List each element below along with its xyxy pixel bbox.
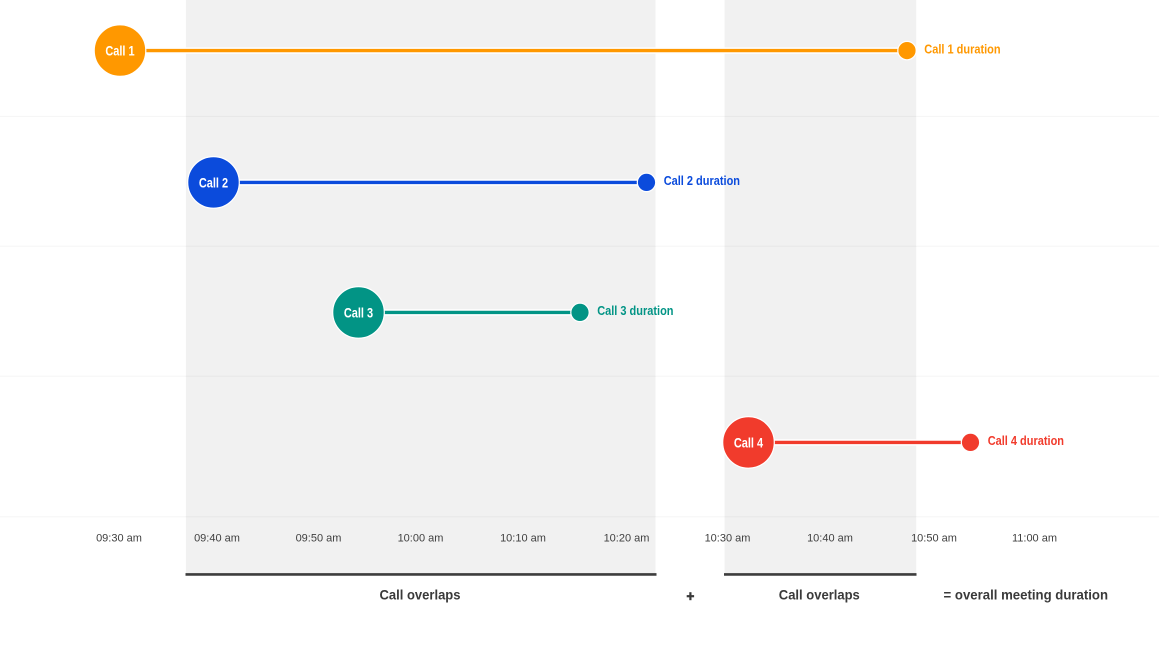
svg-text:Call 3: Call 3 (344, 305, 374, 320)
svg-text:10:10 am: 10:10 am (500, 533, 546, 545)
svg-text:Call 2: Call 2 (199, 175, 228, 190)
svg-text:09:40 am: 09:40 am (194, 533, 240, 545)
svg-text:10:40 am: 10:40 am (807, 533, 853, 545)
svg-text:Call 4: Call 4 (734, 435, 764, 450)
svg-text:09:30 am: 09:30 am (96, 533, 142, 545)
svg-text:10:30 am: 10:30 am (705, 533, 751, 545)
svg-text:10:00 am: 10:00 am (398, 533, 444, 545)
svg-text:10:20 am: 10:20 am (604, 533, 650, 545)
svg-text:Call 2 duration: Call 2 duration (664, 173, 740, 188)
svg-text:Call overlaps: Call overlaps (380, 588, 461, 603)
svg-text:Call 3 duration: Call 3 duration (597, 303, 673, 318)
svg-text:09:50 am: 09:50 am (296, 533, 342, 545)
svg-text:Call overlaps: Call overlaps (779, 588, 860, 603)
svg-text:Call 1: Call 1 (105, 44, 135, 59)
svg-text:11:00 am: 11:00 am (1012, 533, 1057, 545)
svg-text:= overall meeting duration: = overall meeting duration (944, 588, 1109, 603)
svg-text:Call 4 duration: Call 4 duration (988, 433, 1064, 448)
svg-text:10:50 am: 10:50 am (911, 533, 957, 545)
svg-text:Call 1 duration: Call 1 duration (924, 41, 1000, 56)
